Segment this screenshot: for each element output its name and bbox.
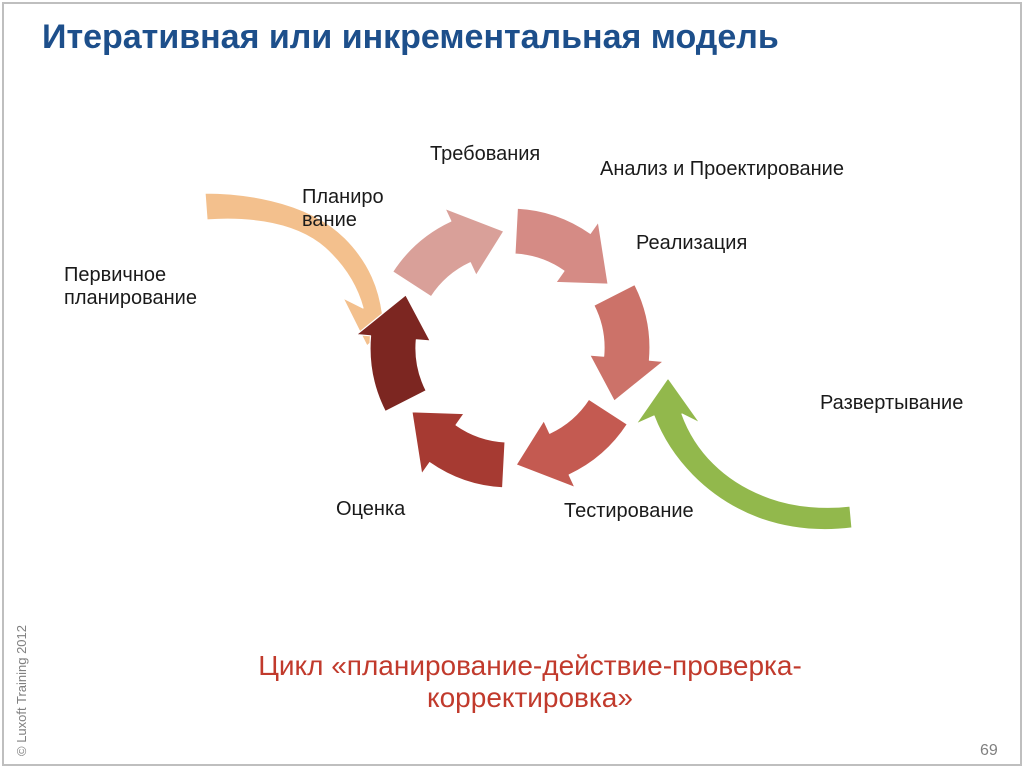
label-planning: Планиро вание <box>302 186 384 232</box>
cycle-arrow-testing_arc <box>412 412 505 488</box>
label-initial_planning: Первичное планирование <box>64 264 197 310</box>
cycle-arrow-requirements_arc <box>515 208 608 284</box>
label-testing: Тестирование <box>564 500 694 523</box>
label-evaluation: Оценка <box>336 498 405 521</box>
label-deployment: Развертывание <box>820 392 963 415</box>
label-implementation: Реализация <box>636 232 747 255</box>
cycle-arrow-implementation_arc <box>516 399 627 487</box>
page-subtitle: Цикл «планирование-действие-проверка-кор… <box>180 650 880 714</box>
page-number: 69 <box>980 742 998 760</box>
label-requirements: Требования <box>430 143 540 166</box>
cycle-arrow-evaluation_arc <box>357 295 431 412</box>
cycle-arrow-planning_arc <box>393 208 504 296</box>
copyright-text: © Luxoft Training 2012 <box>14 625 29 756</box>
label-analysis_design: Анализ и Проектирование <box>600 158 844 181</box>
